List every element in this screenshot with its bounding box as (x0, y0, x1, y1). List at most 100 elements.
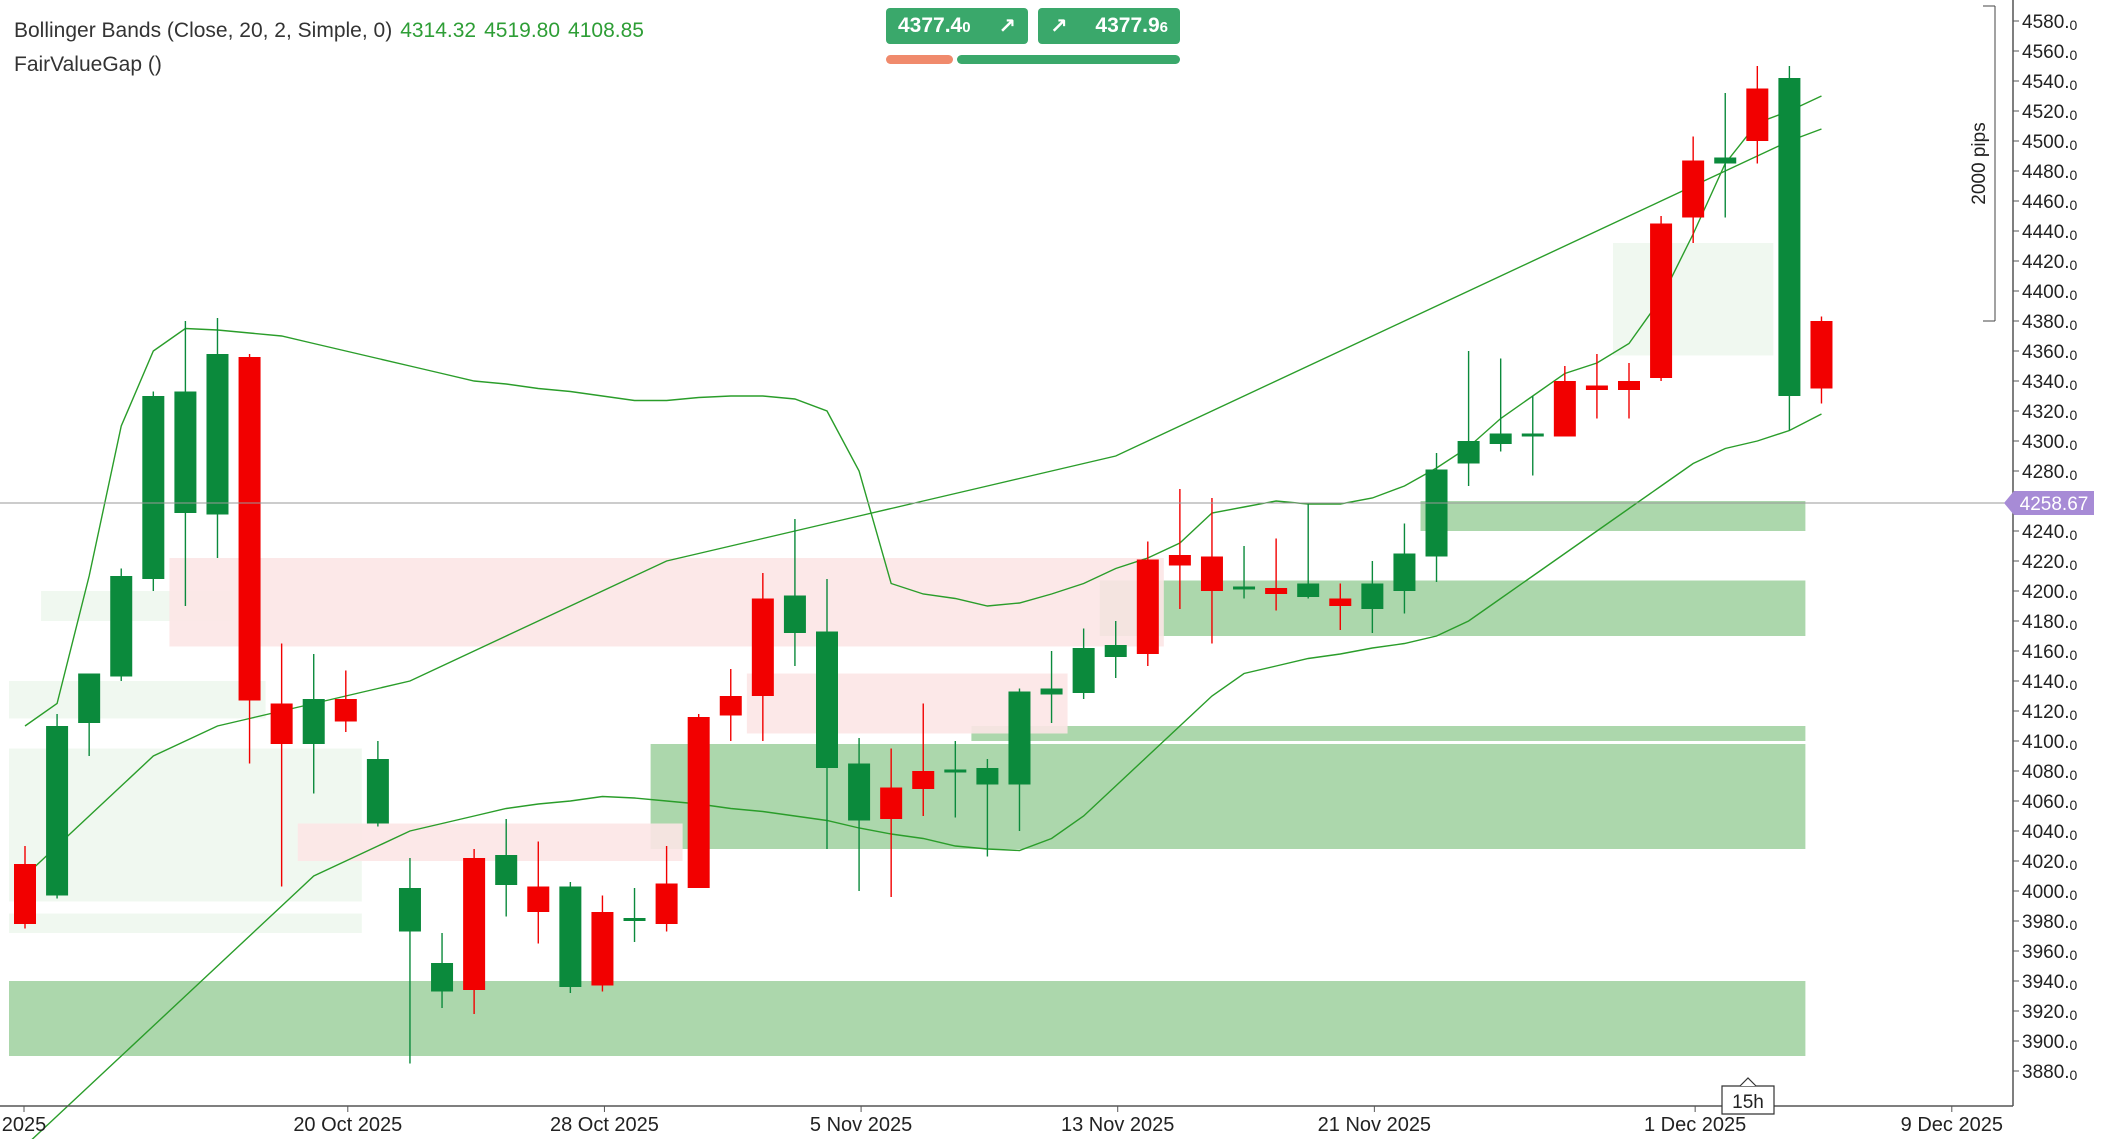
candle-body-up (1040, 688, 1063, 695)
y-tick-label: 4500.0 (2022, 132, 2078, 153)
price-axis[interactable]: 3880.0 3900.0 3920.0 3940.0 3960.0 3980.0 4000… (2013, 12, 2078, 1083)
candle-body-down (1553, 381, 1576, 437)
candle (1136, 541, 1159, 666)
candle-body-down (1618, 381, 1640, 390)
candle-body-down (1168, 555, 1191, 566)
candle-body-down (719, 696, 742, 716)
candle-body-up (1297, 583, 1320, 597)
fvg-zone-bearish (297, 823, 683, 861)
time-axis[interactable]: 2025 20 Oct 2025 28 Oct 2025 5 Nov 2025 13 N… (2, 1106, 2102, 1136)
candle-body-up (1008, 691, 1031, 785)
candle-body-up (1457, 441, 1480, 464)
candle-body-down (1810, 321, 1833, 389)
candle-body-up (1361, 583, 1384, 609)
x-tick-label: 20 Oct 2025 (293, 1114, 402, 1136)
candle (1361, 561, 1384, 633)
candle (1104, 621, 1127, 678)
candle (1168, 489, 1191, 609)
candle (848, 738, 871, 891)
y-tick-label: 4320.0 (2022, 402, 2078, 423)
y-tick-label: 4380.0 (2022, 312, 2078, 333)
candle-body-down (1200, 556, 1223, 591)
candle-body-up (46, 726, 69, 896)
buy-arrow-icon: ↗ (1050, 14, 1068, 38)
candle-body-down (655, 883, 678, 924)
candle-body-down (1746, 88, 1769, 141)
candle (270, 643, 293, 887)
candle-body-down (1650, 223, 1673, 378)
candle-body-down (1136, 559, 1159, 654)
y-tick-label: 4580.0 (2022, 12, 2078, 33)
candle (1200, 498, 1223, 644)
bollinger-upper-value: 4314.32 (400, 19, 477, 42)
sell-price-pipette: 0 (962, 19, 971, 36)
bollinger-lower-value: 4108.85 (568, 19, 644, 42)
candle (1553, 366, 1576, 437)
fvg-zone-bullish_light (9, 681, 266, 719)
candle (623, 888, 646, 942)
candle-body-up (495, 855, 518, 885)
candle-body-up (848, 763, 871, 821)
y-tick-label: 3980.0 (2022, 912, 2078, 933)
y-tick-label: 4160.0 (2022, 642, 2078, 663)
candle-body-up (366, 759, 389, 824)
candle-body-up (302, 699, 325, 744)
candle-body-up (1233, 586, 1256, 590)
fvg-zone-bullish (9, 981, 1806, 1056)
time-badge-box (1721, 1085, 1775, 1115)
fvg-zone-bullish (971, 726, 1806, 741)
time-badge-label: 15h (1732, 1092, 1764, 1113)
candle-body-up (206, 354, 229, 515)
candle-body-up (944, 769, 967, 773)
y-tick-label: 4000.0 (2022, 882, 2078, 903)
candle-body-down (14, 864, 36, 924)
bollinger-middle-value: 4519.80 (484, 19, 561, 42)
sell-button[interactable]: 4377.40 ↗ (886, 8, 1028, 44)
bollinger-title: Bollinger Bands (Close, 20, 2, Simple, 0… (14, 19, 393, 42)
candle-body-up (816, 631, 838, 768)
candle (1746, 66, 1769, 164)
candle (1040, 651, 1063, 723)
buy-volume-bar (957, 55, 1180, 64)
y-tick-label: 3940.0 (2022, 972, 2078, 993)
time-badge-pointer (1739, 1077, 1757, 1087)
y-tick-label: 4300.0 (2022, 432, 2078, 453)
fvg-zone-bullish_light (9, 913, 362, 933)
candle-body-down (270, 703, 293, 744)
candle-body-down (1585, 385, 1608, 390)
y-tick-label: 4080.0 (2022, 762, 2078, 783)
candle-body-up (1714, 157, 1737, 164)
y-tick-label: 4420.0 (2022, 252, 2078, 273)
y-tick-label: 4220.0 (2022, 552, 2078, 573)
sell-arrow-icon: ↗ (998, 14, 1016, 38)
candle (238, 354, 261, 764)
candles (14, 66, 1833, 1064)
candle-body-down (687, 717, 710, 888)
candle (463, 849, 486, 1014)
fvg-legend[interactable]: FairValueGap () (14, 53, 162, 76)
candle (559, 882, 582, 993)
candle-body-up (142, 396, 165, 579)
candle (1393, 523, 1416, 614)
candle-body-down (1265, 588, 1288, 594)
y-tick-label: 4540.0 (2022, 72, 2078, 93)
candle-body-up (623, 918, 646, 921)
y-tick-label: 3880.0 (2022, 1062, 2078, 1083)
y-tick-label: 4060.0 (2022, 792, 2078, 813)
candle-body-up (431, 963, 454, 992)
candle-body-down (238, 357, 261, 701)
fvg-zone-bullish (1420, 501, 1806, 531)
candle (1650, 216, 1673, 381)
y-tick-label: 4120.0 (2022, 702, 2078, 723)
candle (1329, 583, 1352, 630)
y-tick-label: 4480.0 (2022, 162, 2078, 183)
y-tick-label: 4280.0 (2022, 462, 2078, 483)
buy-button[interactable]: ↗ 4377.96 (1038, 8, 1180, 44)
bollinger-legend[interactable]: Bollinger Bands (Close, 20, 2, Simple, 0… (14, 14, 644, 48)
y-tick-label: 4180.0 (2022, 612, 2078, 633)
candle-body-up (976, 768, 999, 785)
fvg-zone-bullish_light (1613, 243, 1774, 356)
pip-ruler: 2000 pips (1969, 5, 1996, 322)
candle (1618, 363, 1640, 419)
